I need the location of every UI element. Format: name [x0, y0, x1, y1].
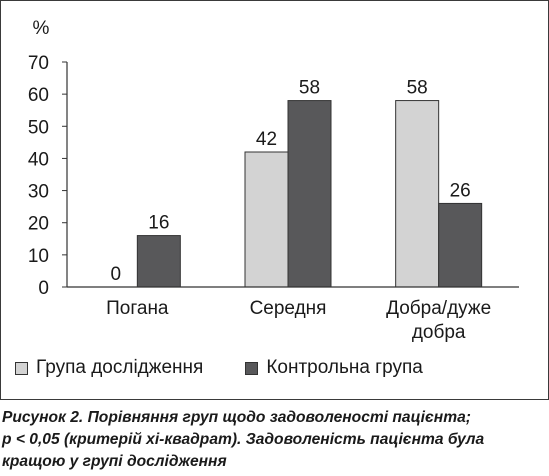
legend-swatch-study-group — [15, 361, 28, 375]
y-tick-label: 20 — [28, 214, 49, 235]
data-label: 58 — [299, 78, 320, 99]
data-label: 16 — [148, 213, 169, 234]
bar — [136, 235, 181, 288]
legend: Група дослідження Контрольна група — [15, 353, 465, 383]
data-label: 42 — [256, 129, 277, 150]
x-tick-label: добра — [412, 322, 466, 343]
figure-caption: Рисунок 2. Порівняння груп щодо задоволе… — [2, 407, 547, 473]
bar — [287, 100, 332, 288]
y-tick-label: 40 — [28, 149, 49, 170]
y-tick-label: 10 — [28, 246, 49, 267]
y-tick-label: 50 — [28, 117, 49, 138]
legend-label-study-group: Група дослідження — [36, 357, 204, 378]
legend-item-control-group: Контрольна група — [245, 357, 423, 379]
legend-label-control-group: Контрольна група — [266, 357, 423, 378]
data-label: 58 — [407, 78, 428, 99]
y-axis-label: % — [33, 18, 50, 39]
bar — [438, 202, 483, 288]
y-tick-label: 0 — [38, 278, 49, 299]
x-tick-label: Добра/дуже — [386, 298, 491, 319]
y-tick-label: 60 — [28, 85, 49, 106]
data-label: 26 — [450, 180, 471, 201]
bar — [244, 151, 289, 288]
chart-frame: % 0 10 20 30 40 50 60 70 0 16 Погана 42 58 Середня 58 26… — [0, 0, 549, 400]
legend-item-study-group: Група дослідження — [15, 357, 203, 379]
caption-line-3: кращою у групі дослідження — [2, 453, 227, 470]
caption-line-1: Рисунок 2. Порівняння груп щодо задоволе… — [2, 409, 471, 426]
bar — [395, 100, 440, 288]
legend-swatch-control-group — [245, 361, 259, 375]
caption-line-2: p < 0,05 (критерій хі-квадрат). Задоволе… — [2, 431, 485, 448]
y-tick-label: 70 — [28, 53, 49, 74]
x-tick-label: Погана — [106, 298, 169, 319]
x-tick-label: Середня — [250, 298, 327, 319]
bar-chart: % 0 10 20 30 40 50 60 70 0 16 Погана 42 58 Середня 58 26… — [28, 18, 519, 343]
y-tick-label: 30 — [28, 182, 49, 203]
data-label: 0 — [111, 264, 122, 285]
